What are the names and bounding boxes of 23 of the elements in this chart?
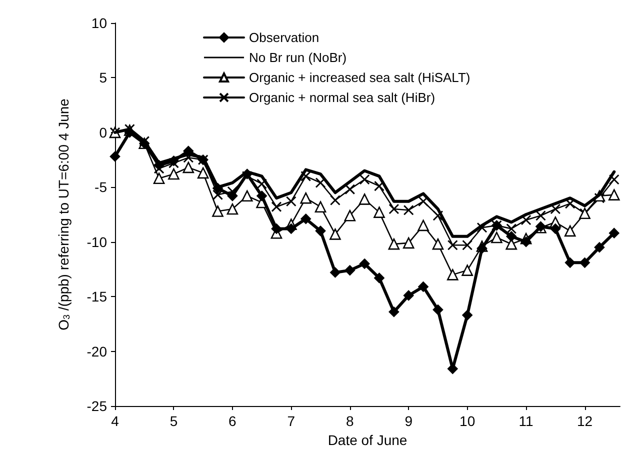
y-axis-title: O3 /(ppb) referring to UT=6:00 4 June — [56, 98, 72, 330]
x-tick-label: 5 — [170, 413, 178, 429]
legend-label: Organic + increased sea salt (HiSALT) — [249, 70, 470, 85]
x-tick-label: 12 — [576, 413, 593, 429]
x-tick-label: 4 — [111, 413, 120, 429]
x-tick-label: 6 — [228, 413, 237, 429]
legend-label: Observation — [249, 30, 320, 45]
x-tick-label: 7 — [287, 413, 296, 429]
x-tick-label: 8 — [346, 413, 354, 429]
x-axis-title: Date of June — [328, 432, 408, 448]
x-tick-label: 9 — [404, 413, 413, 429]
y-tick-label: -5 — [94, 179, 108, 196]
y-tick-label: -25 — [86, 398, 108, 414]
y-tick-label: -20 — [86, 343, 108, 360]
y-tick-label: 0 — [99, 124, 108, 140]
y-tick-label: 10 — [91, 15, 108, 31]
x-tick-label: 11 — [518, 413, 534, 429]
y-tick-label: 5 — [99, 70, 108, 86]
x-tick-label: 10 — [460, 413, 476, 429]
y-tick-label: -10 — [86, 234, 108, 250]
y-tick-label: -15 — [86, 288, 108, 305]
legend-label: Organic + normal sea salt (HiBr) — [249, 90, 436, 105]
legend-label: No Br run (NoBr) — [249, 50, 347, 65]
